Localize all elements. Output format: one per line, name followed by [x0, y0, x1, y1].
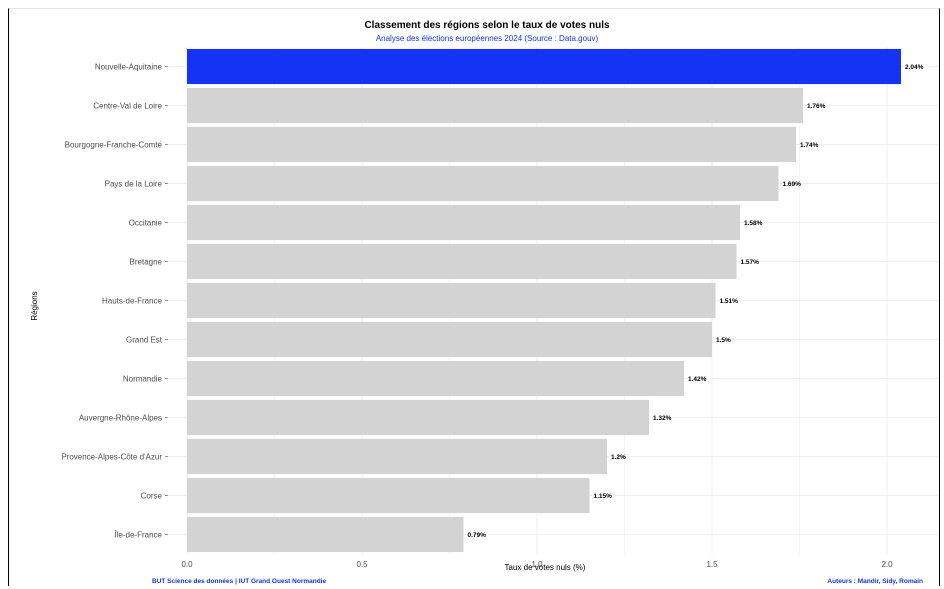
x-tick-label: 1.5: [706, 560, 718, 569]
data-label: 1.76%: [807, 103, 826, 110]
caption-right: Auteurs : Mandir, Sidy, Romain: [827, 578, 923, 585]
bar: [187, 321, 712, 358]
data-label: 1.42%: [688, 376, 707, 383]
bar-chart: Nouvelle-Aquitaine 2.04% Centre-Val de Loi…: [30, 20, 938, 585]
data-label: 1.69%: [783, 181, 802, 188]
bar: [187, 87, 803, 124]
bar: [187, 282, 716, 319]
data-label: 1.15%: [594, 493, 613, 500]
x-tick-label: 0.5: [356, 560, 368, 569]
bar: [187, 399, 649, 436]
y-axis-title: Régions: [30, 291, 39, 320]
x-tick-label: 0.0: [181, 560, 193, 569]
data-label: 1.58%: [744, 220, 763, 227]
y-tick-label: Auvergne-Rhône-Alpes: [79, 414, 162, 423]
data-label: 1.5%: [716, 337, 731, 344]
data-label: 0.79%: [468, 532, 487, 539]
labels: Nouvelle-Aquitaine 2.04% Centre-Val de Loi…: [61, 63, 923, 570]
y-tick-label: Bourgogne-Franche-Comté: [65, 141, 163, 150]
y-tick-label: Centre-Val de Loire: [93, 102, 162, 111]
bar: [187, 516, 464, 553]
bars: [187, 48, 901, 553]
x-tick-label: 1.0: [531, 560, 543, 569]
bar: [187, 438, 607, 475]
y-tick-label: Bretagne: [130, 258, 163, 267]
y-tick-label: Grand Est: [126, 336, 163, 345]
y-tick-label: Normandie: [123, 375, 163, 384]
y-tick-label: Île-de-France: [113, 531, 162, 540]
y-tick-label: Corse: [141, 492, 163, 501]
data-label: 1.57%: [741, 259, 760, 266]
x-axis-title: Taux de votes nuls (%): [505, 563, 586, 572]
bar: [187, 477, 590, 514]
bar: [187, 126, 796, 163]
chart-subtitle: Analyse des élections européennes 2024 (…: [376, 34, 599, 43]
data-label: 1.2%: [611, 454, 626, 461]
bar: [187, 165, 779, 202]
y-tick-label: Nouvelle-Aquitaine: [95, 63, 163, 72]
y-tick-label: Provence-Alpes-Côte d'Azur: [61, 453, 162, 462]
data-label: 1.32%: [653, 415, 672, 422]
bar: [187, 48, 901, 85]
data-label: 1.74%: [800, 142, 819, 149]
bar: [187, 360, 684, 397]
bar: [187, 204, 740, 241]
y-tick-label: Pays de la Loire: [105, 180, 163, 189]
data-label: 1.51%: [720, 298, 739, 305]
bar: [187, 243, 737, 280]
x-tick-label: 2.0: [881, 560, 893, 569]
y-tick-label: Occitanie: [129, 219, 163, 228]
chart-title: Classement des régions selon le taux de …: [364, 20, 610, 31]
chart-frame: Nouvelle-Aquitaine 2.04% Centre-Val de Loi…: [8, 8, 940, 586]
caption-left: BUT Science des données | IUT Grand Oues…: [152, 578, 326, 585]
data-label: 2.04%: [905, 64, 924, 71]
y-tick-label: Hauts-de-France: [102, 297, 163, 306]
